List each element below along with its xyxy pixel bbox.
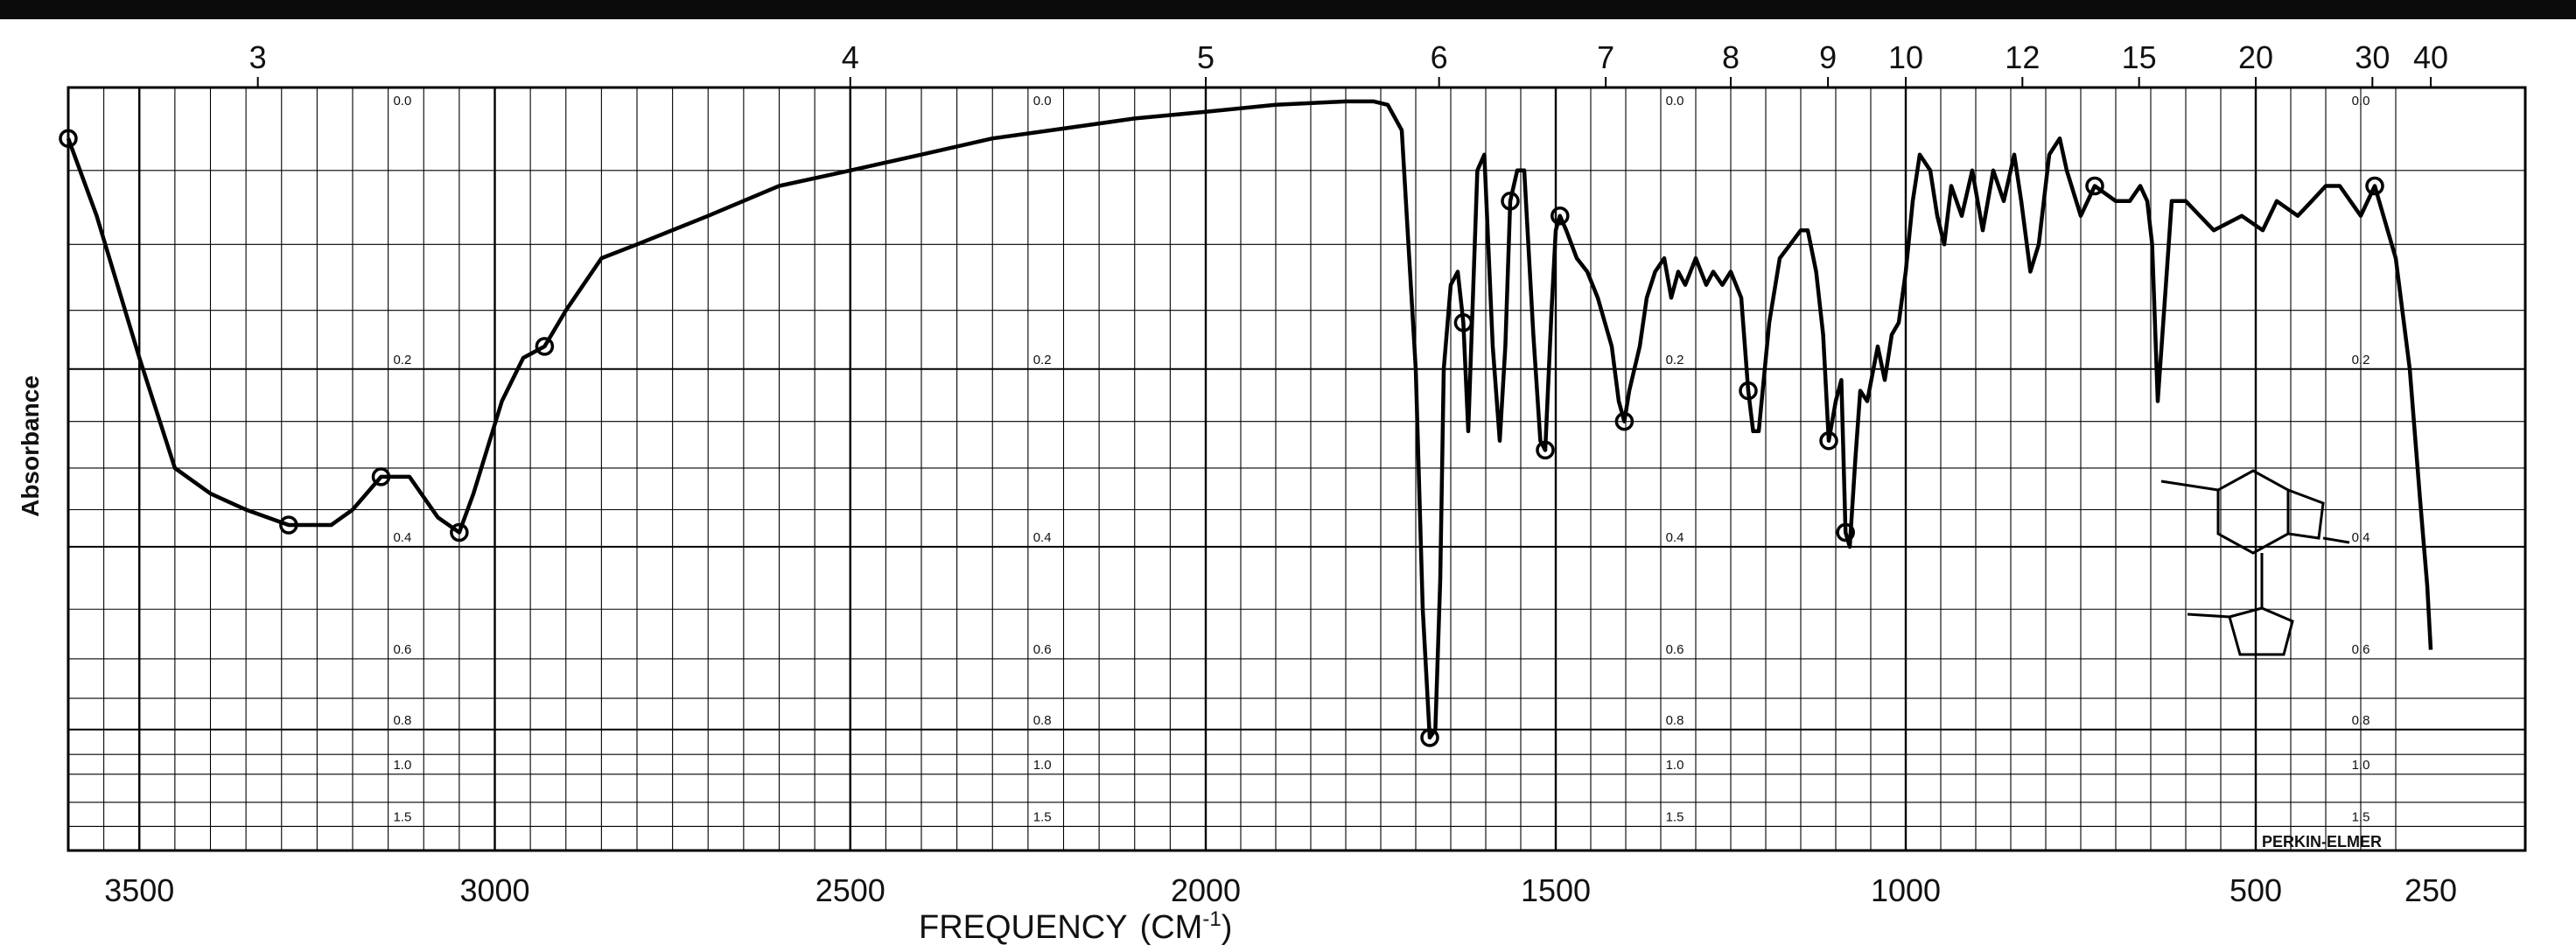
grid xyxy=(66,86,2527,852)
absorbance-tick-label: 0.4 xyxy=(1666,530,1684,545)
x-axis-label: FREQUENCY (CM-1) xyxy=(919,907,1232,946)
x-axis-unit-close: ) xyxy=(1222,909,1233,946)
peak-marker xyxy=(1420,728,1439,747)
top-tick-label: 3 xyxy=(249,39,267,75)
x-tick-label: 250 xyxy=(2404,872,2457,908)
peak-marker xyxy=(1836,522,1855,542)
peak-marker xyxy=(1739,381,1758,401)
absorbance-tick-label: 0.6 xyxy=(2352,642,2370,657)
peak-marker xyxy=(1501,192,1520,211)
ch2oh-bond xyxy=(2187,612,2230,619)
absorbance-tick-label: 0.6 xyxy=(393,642,411,657)
peak-marker xyxy=(2085,176,2104,196)
absorbance-tick-label: 0.8 xyxy=(1666,713,1684,728)
x-tick-label: 1000 xyxy=(1871,872,1941,908)
top-tick-label: 40 xyxy=(2413,39,2448,75)
top-axis: 3 4 5 6 7 8 9 10 12 15 20 30 40 xyxy=(249,39,2448,88)
absorbance-tick-label: 0.2 xyxy=(1666,353,1684,368)
peak-markers xyxy=(59,129,2384,747)
absorbance-tick-label: 0.8 xyxy=(2352,713,2370,728)
peak-marker xyxy=(1453,312,1474,332)
x-axis-unit-exponent: -1 xyxy=(1202,907,1221,931)
spectrum-line xyxy=(66,99,2433,740)
bottom-axis: 3500 3000 2500 2000 1500 1000 500 250 xyxy=(104,872,2457,908)
x-tick-label: 3500 xyxy=(104,872,174,908)
top-tick-label: 15 xyxy=(2122,39,2157,75)
top-tick-label: 30 xyxy=(2355,39,2390,75)
top-tick-label: 8 xyxy=(1722,39,1740,75)
peak-marker xyxy=(535,337,555,356)
top-tick-label: 6 xyxy=(1431,39,1448,75)
absorbance-tick-label: 0.6 xyxy=(1666,642,1684,657)
absorbance-tick-label: 0.2 xyxy=(1033,353,1052,368)
peak-marker xyxy=(371,467,391,486)
methyl-bond xyxy=(2160,480,2219,492)
x-tick-label: 2000 xyxy=(1171,872,1241,908)
x-axis-unit: (CM xyxy=(1140,909,1203,946)
x-tick-label: 500 xyxy=(2230,872,2282,908)
top-border-bar xyxy=(0,0,2576,19)
structure-drawing xyxy=(2160,469,2350,656)
top-tick-label: 5 xyxy=(1197,39,1214,75)
absorbance-tick-label: 1.0 xyxy=(1033,758,1052,773)
absorbance-tick-label: 0.8 xyxy=(393,713,411,728)
y-axis-label: Absorbance xyxy=(17,375,44,517)
top-tick-label: 7 xyxy=(1597,39,1614,75)
peak-marker xyxy=(1550,206,1570,226)
absorbance-tick-label: 0.4 xyxy=(2352,530,2370,545)
absorbance-tick-label: 0.4 xyxy=(1033,530,1052,545)
brand-label: PERKIN-ELMER xyxy=(2262,833,2382,850)
top-tick-label: 9 xyxy=(1819,39,1837,75)
top-tick-label: 12 xyxy=(2005,39,2040,75)
absorbance-scale-labels: 0.0 0.2 0.4 0.6 0.8 1.0 1.5 0.0 0.2 0.4 0.6 0.8 1.0 1… xyxy=(393,94,2370,824)
absorbance-tick-label: 0.6 xyxy=(1033,642,1052,657)
absorbance-tick-label: 0.0 xyxy=(2352,94,2370,108)
peak-marker xyxy=(1819,430,1838,451)
absorbance-tick-label: 1.0 xyxy=(1666,758,1684,773)
absorbance-tick-label: 0.0 xyxy=(1033,94,1052,108)
peak-marker xyxy=(450,522,469,542)
absorbance-tick-label: 0.0 xyxy=(393,94,411,108)
absorbance-tick-label: 1.5 xyxy=(1033,809,1052,824)
x-tick-label: 2500 xyxy=(816,872,886,908)
peak-marker xyxy=(1614,411,1634,431)
peak-marker xyxy=(59,129,78,148)
absorbance-tick-label: 0.8 xyxy=(1033,713,1052,728)
plot-frame xyxy=(66,86,2527,852)
x-axis-label-main: FREQUENCY xyxy=(919,909,1128,946)
absorbance-tick-label: 1.5 xyxy=(2352,809,2370,824)
x-tick-label: 3000 xyxy=(459,872,529,908)
absorbance-tick-label: 0.2 xyxy=(393,353,411,368)
imidazole-ring xyxy=(2286,487,2325,540)
absorbance-tick-label: 1.0 xyxy=(2352,758,2370,773)
x-tick-label: 1500 xyxy=(1521,872,1591,908)
peak-marker xyxy=(2365,176,2384,196)
absorbance-tick-label: 0.0 xyxy=(1666,94,1684,108)
ribose-ring xyxy=(2228,606,2294,656)
peak-marker xyxy=(1536,440,1555,460)
absorbance-tick-label: 0.2 xyxy=(2352,353,2370,368)
pyrimidine-ring xyxy=(2216,469,2290,555)
absorbance-tick-label: 1.5 xyxy=(393,809,411,824)
peak-marker xyxy=(279,515,298,535)
hi-bond xyxy=(2322,536,2350,544)
top-tick-label: 10 xyxy=(1888,39,1923,75)
absorbance-tick-label: 1.5 xyxy=(1666,809,1684,824)
absorbance-tick-label: 0.4 xyxy=(393,530,411,545)
top-tick-label: 4 xyxy=(842,39,859,75)
top-tick-label: 20 xyxy=(2238,39,2273,75)
absorbance-tick-label: 1.0 xyxy=(393,758,411,773)
